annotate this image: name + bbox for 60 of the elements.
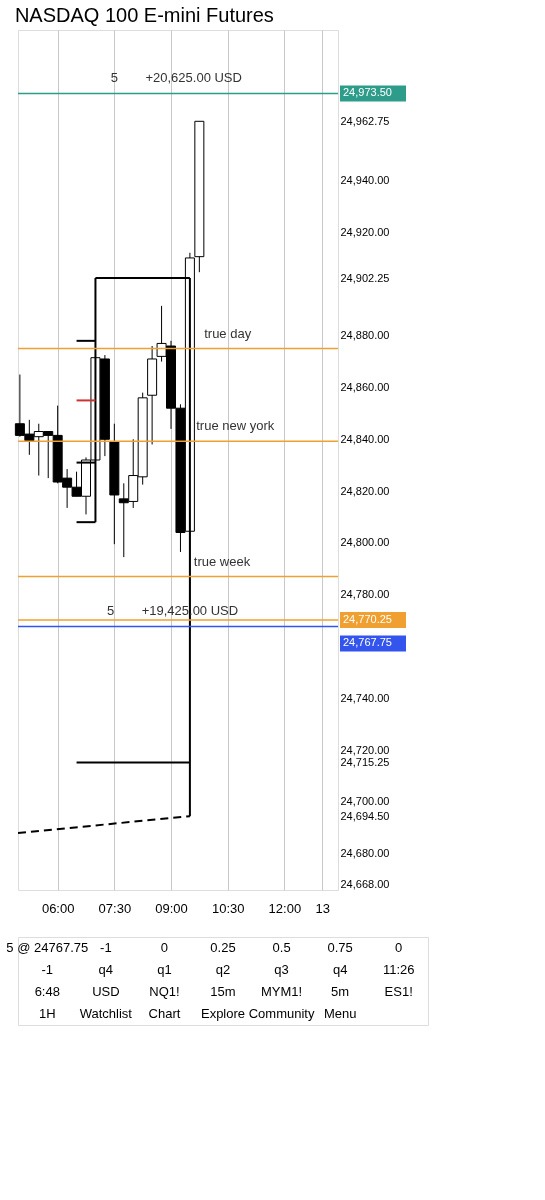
y-tick-label: 24,740.00 <box>340 691 390 704</box>
text: -1 <box>100 940 112 955</box>
y-tick-label: 24,962.75 <box>340 114 390 127</box>
text: MYM1! <box>260 984 303 999</box>
text: 0 <box>160 940 169 955</box>
text: 0 <box>395 940 403 955</box>
x-tick-label: 07:30 <box>98 900 132 916</box>
ref-line-label: 24,770.25 <box>343 612 392 625</box>
y-tick-label: 24,720.00 <box>340 743 390 756</box>
annotation: 5 <box>106 603 115 619</box>
text: Menu <box>323 1006 357 1021</box>
text: q4 <box>98 962 114 977</box>
text: 5m <box>331 984 350 999</box>
text: -1 <box>41 962 54 977</box>
text: 1H <box>38 1006 56 1021</box>
annotation: 5 <box>110 70 118 86</box>
annotation: true week <box>193 553 251 569</box>
annotation: true new york <box>196 418 275 434</box>
annotation: +20,625.00 USD <box>145 70 242 86</box>
y-tick-label: 24,780.00 <box>340 588 390 601</box>
y-tick-label: 24,715.25 <box>340 755 390 768</box>
text: q3 <box>274 962 289 977</box>
text: USD <box>92 984 120 999</box>
y-tick-label: 24,680.00 <box>340 847 390 860</box>
text: ES1! <box>384 984 413 999</box>
y-tick-label: 24,940.00 <box>340 173 390 186</box>
ref-line-label: 24,767.75 <box>343 636 392 649</box>
text: Explore <box>200 1006 246 1021</box>
text: 11:26 <box>382 962 415 977</box>
y-tick-label: 24,694.50 <box>340 809 390 822</box>
text: Community <box>248 1006 315 1021</box>
text: Chart <box>148 1006 181 1021</box>
text: 6:48 <box>34 984 60 999</box>
text: q4 <box>332 962 348 977</box>
x-tick-label: 13 <box>315 900 330 916</box>
chart-title: NASDAQ 100 E-mini Futures <box>14 4 274 26</box>
x-tick-label: 10:30 <box>211 900 245 916</box>
x-tick-label: 12:00 <box>268 900 302 916</box>
text: q1 <box>157 962 172 977</box>
text: 15m <box>210 984 236 999</box>
y-tick-label: 24,840.00 <box>340 432 390 445</box>
text: 5 @ 24767.75 <box>6 940 89 955</box>
text: NQ1! <box>149 984 180 999</box>
y-tick-label: 24,902.25 <box>340 271 390 284</box>
text: q2 <box>215 962 231 977</box>
x-tick-label: 09:00 <box>155 900 188 916</box>
x-tick-label: 06:00 <box>41 900 75 916</box>
text: 0.75 <box>327 940 353 955</box>
y-tick-label: 24,860.00 <box>340 380 390 393</box>
annotation: true day <box>204 325 252 341</box>
y-tick-label: 24,820.00 <box>340 484 390 497</box>
text: 0.5 <box>272 940 291 955</box>
y-tick-label: 24,700.00 <box>340 795 390 808</box>
y-tick-label: 24,920.00 <box>340 225 390 238</box>
y-tick-label: 24,668.00 <box>340 878 390 891</box>
text: 0.25 <box>210 940 236 955</box>
ref-line-label: 24,973.50 <box>343 86 392 99</box>
y-tick-label: 24,880.00 <box>340 329 390 342</box>
text: Watchlist <box>79 1006 133 1021</box>
y-tick-label: 24,800.00 <box>340 536 390 549</box>
